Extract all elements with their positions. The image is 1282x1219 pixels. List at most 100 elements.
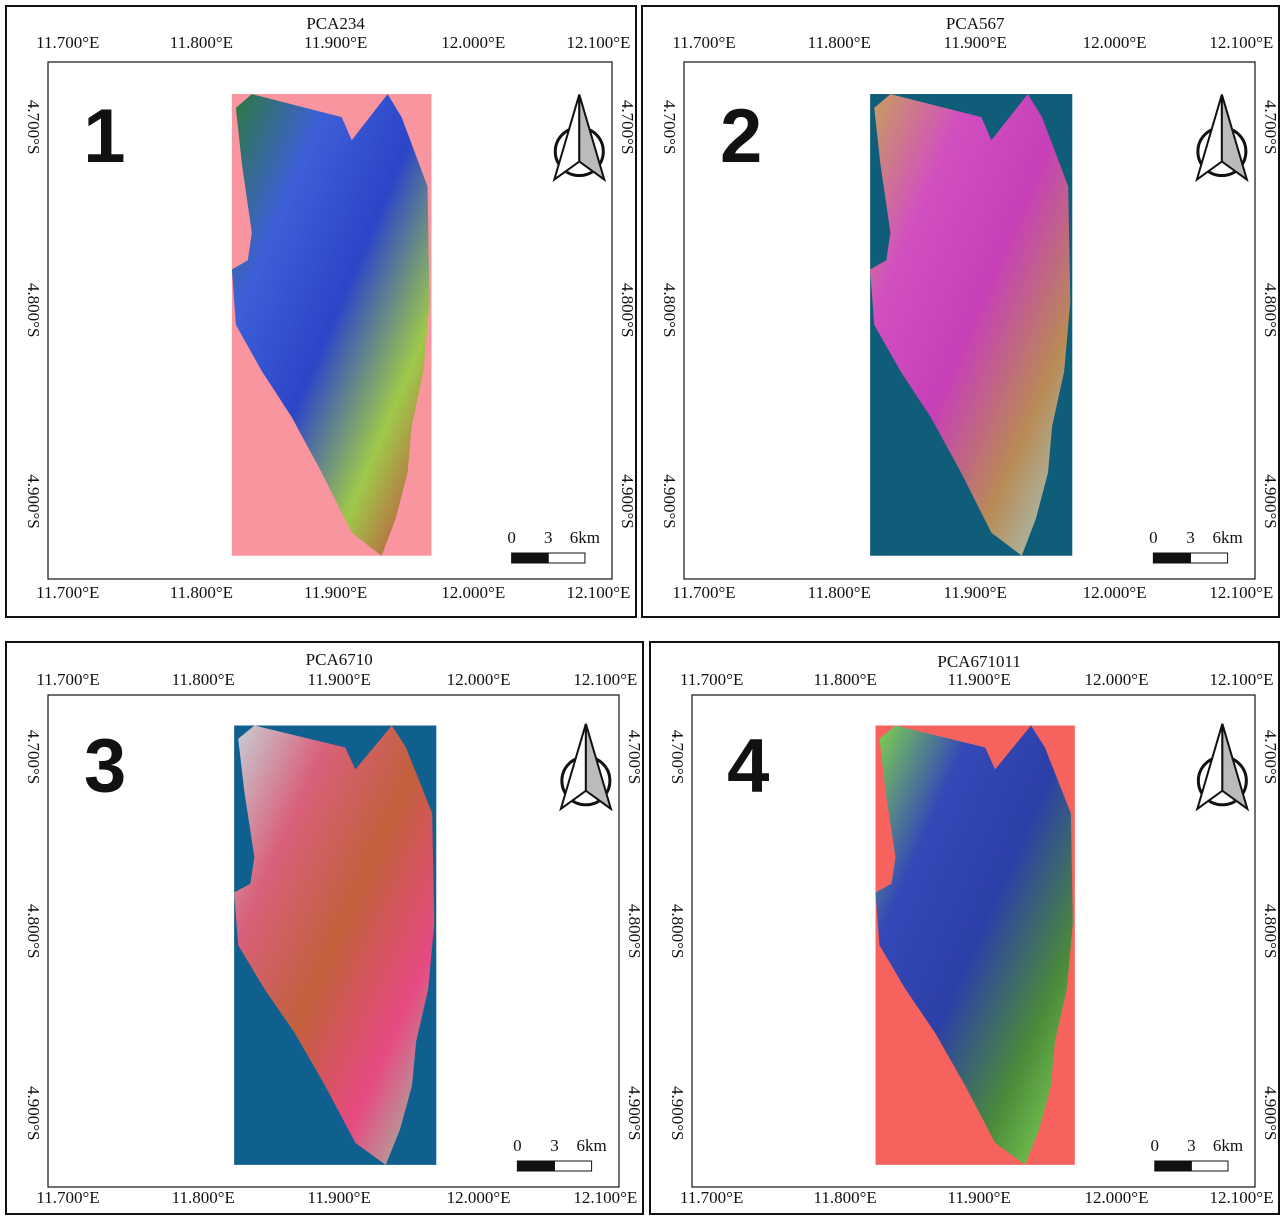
- x-label-bottom: 11.900°E: [304, 583, 367, 602]
- x-label-top: 11.800°E: [172, 670, 235, 689]
- x-label-top: 12.100°E: [1210, 670, 1274, 689]
- map-panel: PCA671011 11.700°E 11.700°E 11.800°E 11.800°…: [649, 641, 1280, 1215]
- scale-bar-black: [517, 1161, 554, 1171]
- y-label-left: 4.800°S: [24, 283, 43, 338]
- x-label-top: 12.000°E: [447, 670, 511, 689]
- scale-label: 6km: [570, 528, 600, 547]
- x-label-bottom: 11.900°E: [947, 1188, 1010, 1207]
- x-label-top: 11.700°E: [680, 670, 743, 689]
- y-label-right: 4.700°S: [618, 100, 635, 155]
- y-label-right: 4.800°S: [1261, 283, 1278, 338]
- y-label-right: 4.800°S: [1261, 904, 1278, 959]
- x-label-bottom: 12.100°E: [573, 1188, 637, 1207]
- x-label-bottom: 11.700°E: [36, 1188, 99, 1207]
- scale-bar-white: [548, 553, 585, 563]
- map-title: PCA671011: [937, 652, 1020, 671]
- scale-label: 3: [544, 528, 553, 547]
- panel-number: 4: [727, 723, 769, 808]
- north-arrow-left: [1197, 724, 1222, 809]
- y-label-left: 4.700°S: [24, 100, 43, 155]
- y-label-left: 4.800°S: [24, 904, 43, 959]
- x-label-bottom: 11.800°E: [172, 1188, 235, 1207]
- map: PCA6710 11.700°E 11.700°E 11.800°E 11.800°E 1…: [7, 643, 642, 1219]
- y-label-left: 4.900°S: [660, 474, 679, 529]
- y-label-right: 4.900°S: [625, 1086, 642, 1141]
- y-label-left: 4.800°S: [668, 904, 687, 959]
- north-arrow-right: [1222, 95, 1247, 180]
- x-label-top: 11.900°E: [304, 33, 367, 52]
- x-label-bottom: 11.700°E: [680, 1188, 743, 1207]
- x-label-top: 12.100°E: [573, 670, 637, 689]
- x-label-bottom: 11.800°E: [170, 583, 233, 602]
- y-label-right: 4.800°S: [625, 904, 642, 959]
- north-arrow-right: [586, 724, 611, 809]
- panel-number: 2: [720, 94, 762, 179]
- x-label-top: 12.000°E: [1083, 33, 1147, 52]
- x-label-bottom: 11.900°E: [944, 583, 1007, 602]
- y-label-right: 4.900°S: [1261, 474, 1278, 529]
- scale-bar-white: [1190, 553, 1227, 563]
- x-label-top: 11.900°E: [947, 670, 1010, 689]
- x-label-bottom: 11.700°E: [36, 583, 99, 602]
- x-label-bottom: 11.900°E: [308, 1188, 371, 1207]
- scale-bar-white: [554, 1161, 591, 1171]
- north-arrow-left: [561, 724, 586, 809]
- x-label-bottom: 12.100°E: [1210, 1188, 1274, 1207]
- page: {"panels": [ {"title": "PCA234", "number…: [0, 0, 1282, 1215]
- x-label-top: 11.700°E: [36, 33, 99, 52]
- y-label-left: 4.800°S: [660, 283, 679, 338]
- y-label-right: 4.700°S: [1261, 730, 1278, 785]
- north-arrow-right: [1222, 724, 1247, 809]
- scale-bar-black: [512, 553, 549, 563]
- y-label-right: 4.800°S: [618, 283, 635, 338]
- y-label-left: 4.700°S: [668, 730, 687, 785]
- x-label-bottom: 11.800°E: [808, 583, 871, 602]
- y-label-left: 4.900°S: [24, 1086, 43, 1141]
- x-label-top: 12.100°E: [1209, 33, 1273, 52]
- x-label-bottom: 12.000°E: [1083, 583, 1147, 602]
- y-label-left: 4.700°S: [24, 730, 43, 785]
- x-label-top: 12.100°E: [566, 33, 630, 52]
- north-arrow-left: [554, 95, 579, 180]
- scale-label: 6km: [1213, 1136, 1243, 1155]
- x-label-bottom: 11.800°E: [813, 1188, 876, 1207]
- scale-label: 6km: [1212, 528, 1242, 547]
- y-label-left: 4.700°S: [660, 100, 679, 155]
- y-label-right: 4.900°S: [1261, 1086, 1278, 1141]
- scale-label: 0: [513, 1136, 522, 1155]
- x-label-top: 11.800°E: [813, 670, 876, 689]
- x-label-top: 11.800°E: [808, 33, 871, 52]
- map: PCA671011 11.700°E 11.700°E 11.800°E 11.800°…: [651, 643, 1278, 1219]
- scale-bar-black: [1155, 1161, 1192, 1171]
- map-title: PCA567: [946, 14, 1005, 33]
- scale-label: 0: [1151, 1136, 1160, 1155]
- x-label-top: 11.900°E: [308, 670, 371, 689]
- map: PCA56711.700°E11.700°E11.800°E11.800°E11…: [643, 7, 1278, 616]
- scale-label: 6km: [576, 1136, 606, 1155]
- scale-bar-white: [1191, 1161, 1228, 1171]
- map-panel: PCA6710 11.700°E 11.700°E 11.800°E 11.800°E 1…: [5, 641, 644, 1215]
- x-label-top: 11.700°E: [672, 33, 735, 52]
- y-label-left: 4.900°S: [668, 1086, 687, 1141]
- x-label-top: 12.000°E: [1085, 670, 1149, 689]
- scale-label: 3: [550, 1136, 559, 1155]
- y-label-right: 4.900°S: [618, 474, 635, 529]
- y-label-left: 4.900°S: [24, 474, 43, 529]
- panel-number: 3: [84, 723, 126, 808]
- x-label-top: 11.900°E: [944, 33, 1007, 52]
- x-label-bottom: 12.000°E: [441, 583, 505, 602]
- x-label-top: 11.700°E: [36, 670, 99, 689]
- x-label-bottom: 12.000°E: [1085, 1188, 1149, 1207]
- panel-number: 1: [83, 94, 125, 179]
- x-label-top: 12.000°E: [441, 33, 505, 52]
- map-title: PCA6710: [306, 650, 373, 669]
- scale-label: 0: [1149, 528, 1158, 547]
- scale-bar-black: [1153, 553, 1190, 563]
- north-arrow-right: [579, 95, 604, 180]
- y-label-right: 4.700°S: [625, 730, 642, 785]
- scale-label: 3: [1187, 1136, 1196, 1155]
- scale-label: 0: [507, 528, 516, 547]
- map: PCA23411.700°E11.700°E11.800°E11.800°E11…: [7, 7, 635, 616]
- x-label-bottom: 12.100°E: [566, 583, 630, 602]
